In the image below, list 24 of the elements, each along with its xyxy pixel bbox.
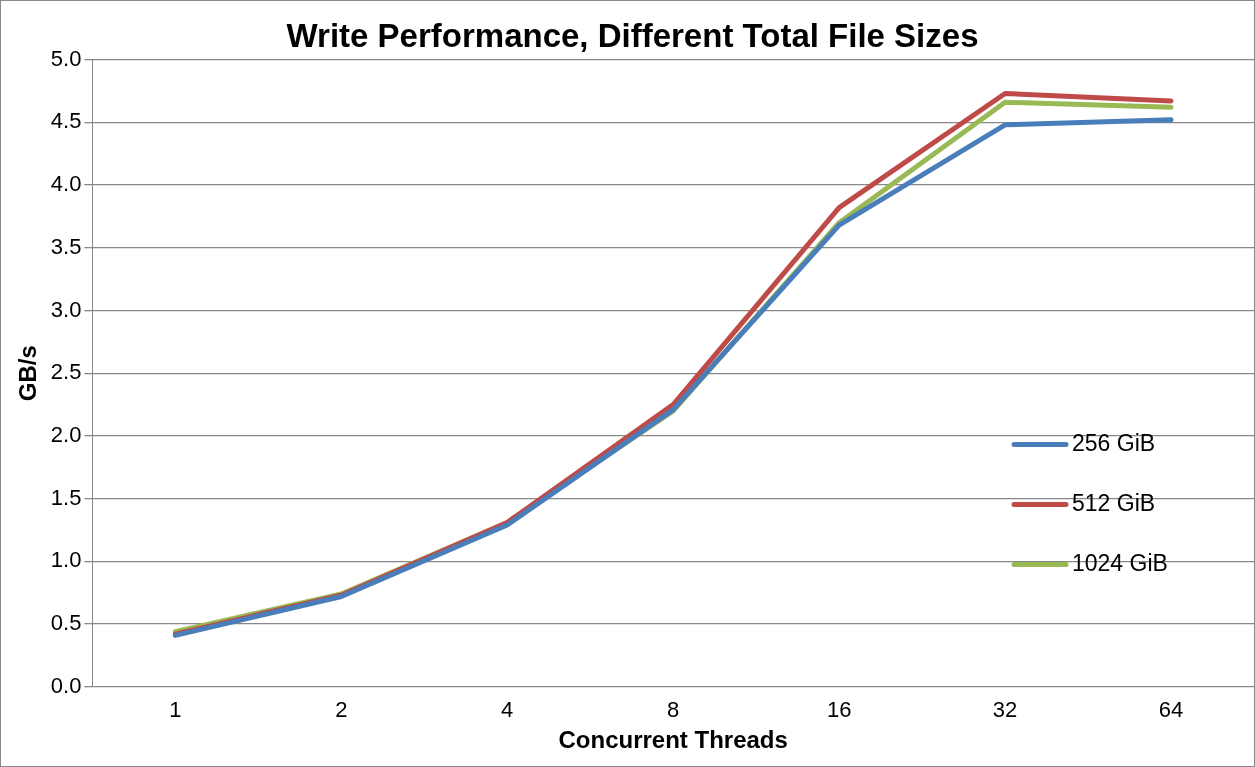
legend-label: 512 GiB — [1072, 489, 1156, 516]
y-axis-title: GB/s — [14, 345, 42, 402]
y-tick-label: 4.5 — [50, 108, 82, 134]
x-tick-label: 1 — [169, 697, 182, 723]
y-tick-label: 4.0 — [50, 171, 82, 197]
x-axis-title: Concurrent Threads — [558, 726, 788, 754]
chart-title: Write Performance, Different Total File Sizes — [286, 16, 979, 54]
y-tick-label: 1.0 — [50, 547, 82, 573]
y-tick-label: 0.0 — [50, 672, 82, 698]
legend-label: 256 GiB — [1072, 429, 1156, 456]
y-tick-label: 0.5 — [50, 610, 82, 636]
x-tick-label: 4 — [501, 697, 514, 723]
y-tick-label: 2.5 — [50, 359, 82, 385]
y-tick-label: 1.5 — [50, 484, 82, 510]
x-tick-label: 2 — [335, 697, 348, 723]
x-tick-label: 32 — [992, 697, 1018, 723]
legend-label: 1024 GiB — [1072, 549, 1168, 576]
x-tick-label: 8 — [667, 697, 680, 723]
y-tick-label: 3.5 — [50, 233, 82, 259]
y-tick-label: 3.0 — [50, 296, 82, 322]
x-tick-label: 16 — [826, 697, 852, 723]
y-tick-label: 2.0 — [50, 421, 82, 447]
y-tick-label: 5.0 — [50, 45, 82, 71]
x-tick-label: 64 — [1158, 697, 1184, 723]
